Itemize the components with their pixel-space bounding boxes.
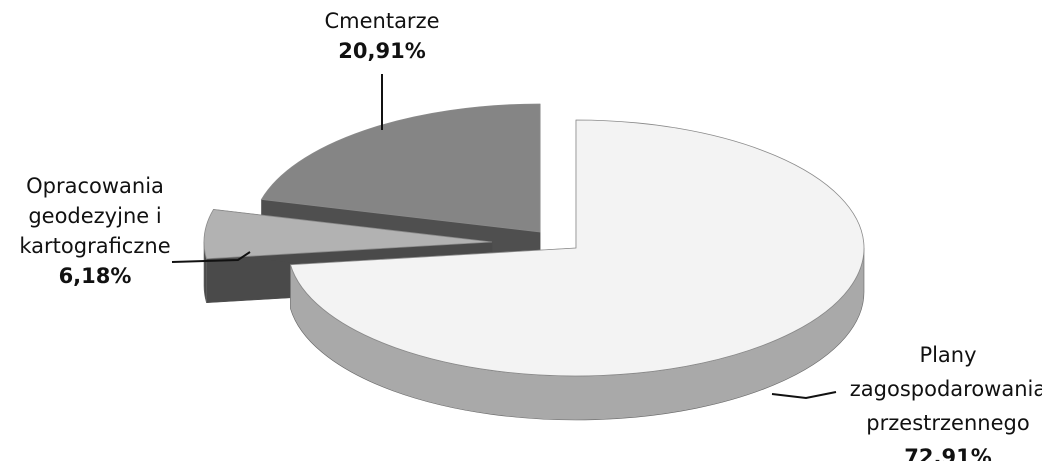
slice-value-label-2: 20,91% xyxy=(338,39,425,63)
slice-value-label-0: 72,91% xyxy=(904,445,991,461)
data-label-1: Opracowania geodezyjne i kartograficzne 6,1… xyxy=(19,174,251,288)
labels-layer: Plany zagospodarowania przestrzennego 72,91… xyxy=(19,9,1042,461)
slice-category-label-1-1: geodezyjne i xyxy=(28,204,161,228)
slice-value-label-1: 6,18% xyxy=(59,264,132,288)
slice-category-label-0-1: zagospodarowania xyxy=(850,377,1042,401)
data-label-0: Plany zagospodarowania przestrzennego 72,91… xyxy=(771,343,1042,461)
pie-slice-top-0 xyxy=(289,119,865,377)
slice-category-label-1-0: Opracowania xyxy=(26,174,164,198)
leader-line-0 xyxy=(771,391,837,400)
pie-slice-0 xyxy=(289,119,865,421)
pie-slice-top-2 xyxy=(260,103,541,233)
slice-category-label-2-0: Cmentarze xyxy=(324,9,439,33)
slice-category-label-0-2: przestrzennego xyxy=(866,411,1029,435)
data-label-2: Cmentarze 20,91% xyxy=(324,9,440,130)
pie-slice-top-1 xyxy=(203,209,493,260)
slices-layer xyxy=(203,103,865,421)
leader-line-1 xyxy=(171,251,251,263)
slice-category-label-1-2: kartograficzne xyxy=(19,234,170,258)
slice-category-label-0-0: Plany xyxy=(919,343,976,367)
